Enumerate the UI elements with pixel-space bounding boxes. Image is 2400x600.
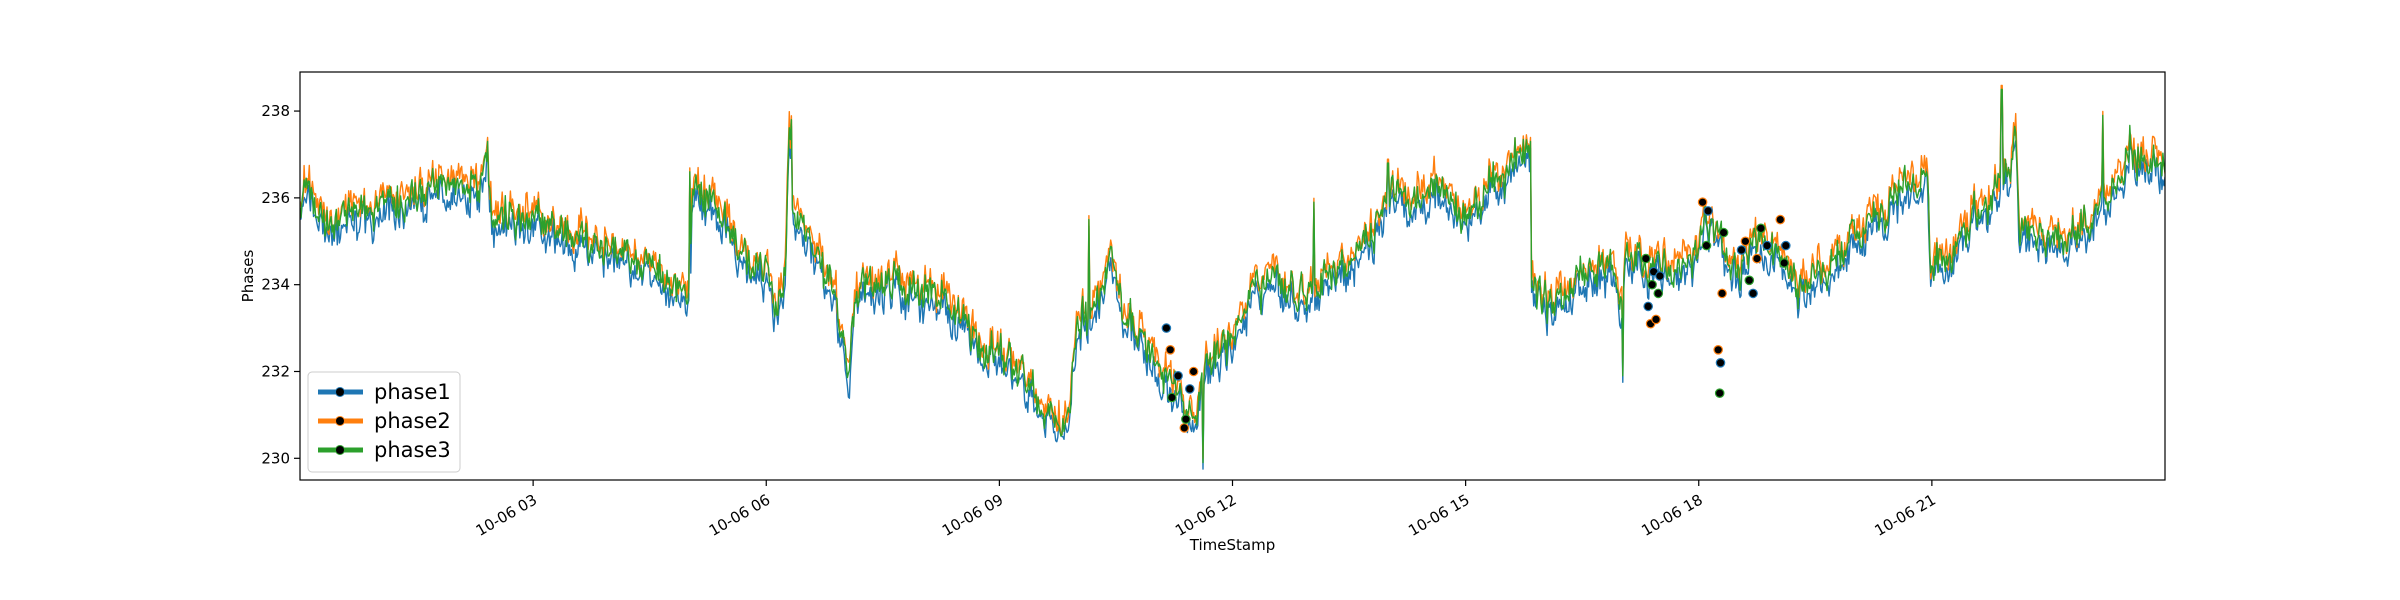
legend-label-phase1: phase1 [374, 380, 451, 404]
anomaly-marker [1697, 197, 1708, 207]
anomaly-marker [1775, 214, 1786, 225]
y-tick-label: 236 [261, 189, 290, 207]
legend: phase1 phase2 phase3 [307, 371, 461, 473]
y-axis-ticks: 230 232 234 236 238 [261, 102, 300, 467]
legend-marker-phase3 [335, 445, 345, 455]
anomaly-marker [1651, 314, 1661, 325]
anomaly-marker [1740, 236, 1751, 247]
anomaly-marker [1713, 344, 1723, 355]
anomaly-marker [1717, 288, 1727, 299]
anomaly-marker [1781, 240, 1791, 251]
legend-label-phase2: phase2 [374, 409, 451, 433]
anomaly-marker [1748, 288, 1758, 299]
anomaly-marker [1165, 344, 1176, 355]
anomaly-marker [1173, 370, 1183, 381]
legend-marker-phase2 [335, 416, 345, 426]
anomaly-marker [1756, 223, 1766, 234]
anomaly-marker [1744, 275, 1755, 286]
legend-box [307, 371, 461, 473]
anomaly-marker [1653, 288, 1664, 299]
anomaly-marker [1167, 392, 1177, 403]
x-axis-label: TimeStamp [1189, 536, 1275, 554]
anomaly-marker [1179, 423, 1190, 433]
y-tick-label: 238 [261, 102, 290, 120]
anomaly-marker [1715, 357, 1726, 368]
legend-label-phase3: phase3 [374, 438, 451, 462]
legend-marker-phase1 [335, 387, 345, 397]
anomaly-marker [1752, 253, 1762, 264]
series-line-phase3 [300, 88, 2165, 464]
anomaly-marker [1718, 227, 1729, 238]
anomaly-marker [1701, 240, 1712, 251]
anomaly-marker [1643, 301, 1653, 312]
y-tick-label: 230 [261, 449, 290, 467]
anomaly-marker [1161, 323, 1172, 333]
series-layer [300, 84, 2165, 470]
anomaly-marker [1188, 366, 1199, 377]
anomaly-marker [1714, 388, 1725, 398]
anomaly-marker [1762, 240, 1772, 251]
anomaly-marker [1736, 245, 1747, 255]
anomaly-marker [1703, 206, 1713, 216]
anomaly-marker [1655, 271, 1665, 281]
marker-layer [1161, 197, 1791, 433]
anomaly-marker [1779, 258, 1789, 268]
anomaly-marker [1181, 414, 1191, 424]
y-tick-label: 232 [261, 362, 290, 380]
y-tick-label: 234 [261, 276, 290, 294]
y-axis-label: Phases [239, 250, 257, 303]
anomaly-marker [1185, 384, 1195, 394]
anomaly-marker [1641, 253, 1651, 264]
anomaly-marker [1647, 279, 1657, 290]
